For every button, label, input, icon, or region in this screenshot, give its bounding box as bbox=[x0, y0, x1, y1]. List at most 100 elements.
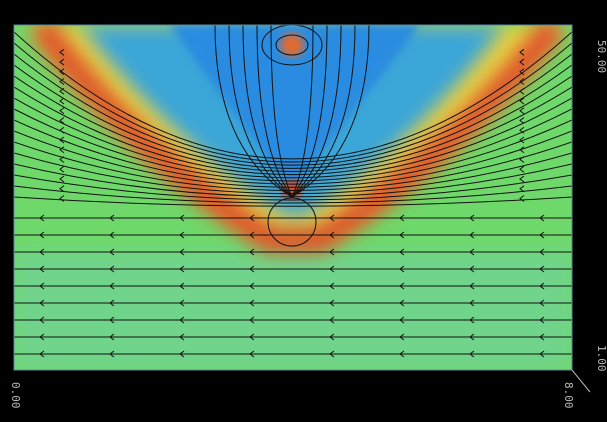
vortex-line bbox=[261, 25, 323, 66]
arrow bbox=[39, 350, 45, 358]
arrow bbox=[179, 282, 185, 290]
arrow bbox=[179, 214, 185, 222]
arrow bbox=[469, 265, 475, 273]
streamline bbox=[14, 31, 572, 160]
red-band bbox=[29, 25, 566, 253]
streamline bbox=[14, 152, 572, 195]
arrow bbox=[179, 350, 185, 358]
arrow bbox=[59, 175, 65, 183]
arrow bbox=[399, 265, 405, 273]
arrow bbox=[399, 231, 405, 239]
arrow bbox=[539, 214, 545, 222]
arrow bbox=[59, 87, 65, 95]
streamline bbox=[242, 25, 293, 198]
arrow bbox=[329, 333, 335, 341]
arrow bbox=[469, 282, 475, 290]
arrow bbox=[249, 265, 255, 273]
arrow bbox=[519, 97, 525, 105]
arrow bbox=[329, 265, 335, 273]
arrow bbox=[39, 316, 45, 324]
streamline bbox=[14, 196, 572, 207]
streamline bbox=[14, 42, 572, 163]
streamlines bbox=[14, 25, 572, 358]
streamline bbox=[228, 25, 293, 198]
arrow bbox=[519, 185, 525, 193]
arrow bbox=[469, 299, 475, 307]
arrow bbox=[519, 165, 525, 173]
arrow bbox=[399, 333, 405, 341]
arrow bbox=[109, 282, 115, 290]
streamline bbox=[256, 25, 293, 198]
arrow bbox=[179, 299, 185, 307]
arrow bbox=[469, 214, 475, 222]
arrow bbox=[179, 231, 185, 239]
arrow bbox=[179, 316, 185, 324]
arrow bbox=[249, 231, 255, 239]
arrow bbox=[469, 333, 475, 341]
arrow bbox=[249, 248, 255, 256]
arrow bbox=[399, 214, 405, 222]
arrow bbox=[519, 195, 525, 202]
arrow bbox=[39, 333, 45, 341]
arrow bbox=[249, 350, 255, 358]
arrow bbox=[39, 265, 45, 273]
arrow bbox=[539, 231, 545, 239]
arrow bbox=[399, 299, 405, 307]
streamline bbox=[14, 64, 572, 169]
arrow bbox=[519, 78, 525, 85]
arrow bbox=[109, 316, 115, 324]
arrow bbox=[59, 185, 65, 193]
streamline bbox=[14, 119, 572, 185]
arrow bbox=[519, 58, 525, 66]
streamline bbox=[14, 97, 572, 179]
arrow bbox=[109, 231, 115, 239]
arrow bbox=[539, 350, 545, 358]
streamline bbox=[14, 53, 572, 166]
arrow bbox=[399, 282, 405, 290]
arrow bbox=[249, 316, 255, 324]
arrow bbox=[329, 282, 335, 290]
arrow bbox=[329, 350, 335, 358]
streamline bbox=[14, 174, 572, 201]
streamline bbox=[214, 25, 293, 198]
arrow bbox=[329, 248, 335, 256]
arrow bbox=[59, 126, 65, 134]
arrow bbox=[519, 175, 525, 183]
arrow bbox=[109, 248, 115, 256]
arrow bbox=[399, 316, 405, 324]
label: 0.00 bbox=[9, 382, 22, 409]
arrow bbox=[329, 214, 335, 222]
arrow bbox=[39, 248, 45, 256]
blue-core bbox=[170, 25, 420, 190]
label: 1.00 bbox=[595, 345, 607, 372]
arrow bbox=[39, 299, 45, 307]
streamline bbox=[14, 185, 572, 204]
arrow bbox=[249, 299, 255, 307]
arrow bbox=[109, 214, 115, 222]
arrow bbox=[249, 333, 255, 341]
arrow bbox=[39, 231, 45, 239]
streamline bbox=[291, 25, 342, 198]
streamline bbox=[291, 25, 370, 198]
arrow bbox=[519, 126, 525, 134]
arrow bbox=[469, 316, 475, 324]
arrow bbox=[59, 165, 65, 173]
arrow bbox=[59, 146, 65, 154]
arrow bbox=[469, 350, 475, 358]
vortex bbox=[280, 33, 304, 57]
arrow bbox=[249, 282, 255, 290]
arrow bbox=[59, 195, 65, 202]
label: 8.00 bbox=[562, 382, 575, 409]
arrow bbox=[539, 282, 545, 290]
field bbox=[14, 25, 572, 370]
streamline bbox=[270, 25, 293, 198]
arrow bbox=[519, 117, 525, 124]
arrow bbox=[519, 136, 525, 144]
streamline bbox=[14, 75, 572, 172]
arrow bbox=[39, 282, 45, 290]
label: 50.00 bbox=[595, 40, 607, 73]
arrow bbox=[59, 136, 65, 144]
arrow bbox=[519, 87, 525, 95]
arrow bbox=[109, 350, 115, 358]
arrow bbox=[109, 299, 115, 307]
